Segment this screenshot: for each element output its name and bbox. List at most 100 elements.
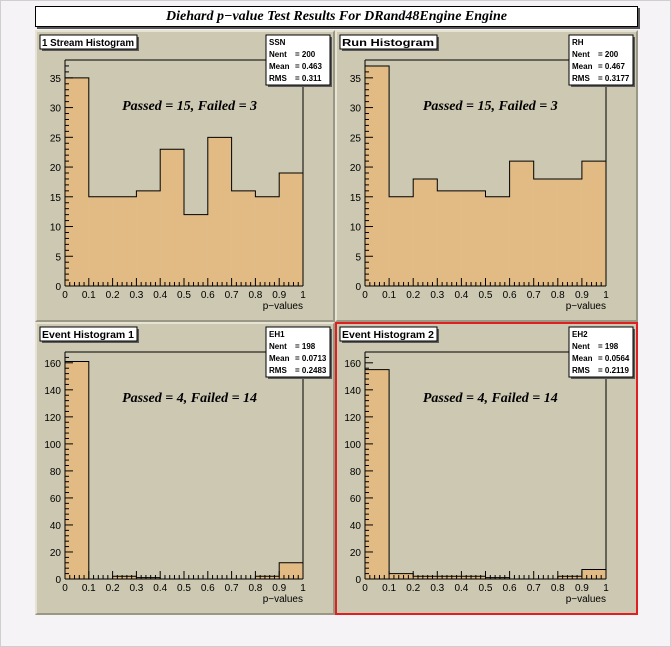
y-tick-label: 40	[350, 521, 362, 532]
x-axis-label: p−values	[263, 301, 303, 312]
stats-key: Nent	[269, 50, 287, 59]
title-box-bg	[39, 326, 138, 342]
y-ticks: 0 20 40 60 80 100 120 140 160	[344, 351, 373, 586]
x-tick-label: 0.3	[430, 583, 444, 594]
x-tick-label: 1	[603, 583, 609, 594]
histogram-bar	[389, 573, 414, 579]
x-tick-label: 0	[362, 290, 368, 301]
y-tick-label: 140	[344, 386, 361, 397]
stats-value: = 198	[295, 342, 316, 351]
x-tick-label: 0.1	[382, 290, 396, 301]
histogram-title-box: Run Histogram	[339, 34, 439, 51]
x-tick-label: 0.9	[272, 290, 286, 301]
x-tick-label: 0.2	[406, 583, 420, 594]
x-tick-label: 0.5	[479, 290, 493, 301]
y-tick-label: 15	[50, 193, 62, 204]
y-tick-label: 10	[50, 223, 62, 234]
x-ticks: 0 0.1 0.2 0.3 0.4 0.5 0.6 0.7 0.8 0.9 1	[362, 278, 609, 301]
y-ticks: 0 5 10 15 20 25 30 35	[350, 59, 373, 293]
stats-value: = 200	[295, 50, 316, 59]
y-tick-label: 30	[350, 104, 362, 115]
pad-stream-histogram[interactable]: 0 5 10 15 20 25 30 35 0 0.1 0.2 0.3 0.4 0.5 0.6 0.7 0.8 0…	[35, 30, 335, 322]
x-tick-label: 0.2	[106, 583, 120, 594]
histogram-outline	[64, 77, 304, 286]
x-tick-label: 0	[362, 583, 368, 594]
histogram-bar	[365, 65, 390, 286]
title-box-bg	[339, 34, 438, 50]
title-box-bg	[339, 326, 438, 342]
x-tick-label: 0.4	[454, 290, 468, 301]
y-tick-label: 40	[50, 521, 62, 532]
x-tick-label: 1	[300, 583, 306, 594]
histogram-bar	[557, 178, 582, 286]
y-tick-label: 60	[350, 494, 362, 505]
chart-event-histogram-1[interactable]: 0 20 40 60 80 100 120 140 160 0 0.1 0.2 0.3 0.4 0.5 0.6…	[37, 324, 333, 613]
y-tick-label: 140	[44, 386, 61, 397]
x-tick-label: 0.7	[527, 290, 541, 301]
y-tick-label: 120	[44, 413, 61, 424]
stats-value: = 0.3177	[598, 74, 630, 83]
pad-event-histogram-1[interactable]: 0 20 40 60 80 100 120 140 160 0 0.1 0.2 0.3 0.4 0.5 0.6…	[35, 322, 335, 615]
histogram-bar	[389, 196, 414, 286]
pad-event-histogram-2[interactable]: 0 20 40 60 80 100 120 140 160 0 0.1 0.2 0.3 0.4 0.5 0.6…	[335, 322, 638, 615]
stats-value: = 0.0713	[295, 354, 327, 363]
stats-value: = 0.0564	[598, 354, 630, 363]
y-tick-label: 60	[50, 494, 62, 505]
x-tick-label: 0.2	[406, 290, 420, 301]
histogram-title: Run Histogram	[342, 38, 434, 49]
histogram-bar	[231, 190, 256, 286]
stats-box-bg	[265, 34, 331, 86]
x-tick-label: 0.8	[551, 583, 565, 594]
histogram-bar	[581, 569, 606, 579]
stats-box: RH Nent = 200 Mean = 0.467 RMS = 0.3177	[568, 34, 635, 87]
histogram-bar	[136, 577, 161, 579]
stats-key: Mean	[572, 62, 593, 71]
y-tick-label: 25	[350, 133, 362, 144]
pass-fail-annotation: Passed = 4, Failed = 14	[423, 391, 558, 406]
bars-group	[364, 65, 607, 286]
histogram-bar	[533, 178, 558, 286]
y-tick-label: 5	[55, 252, 61, 263]
x-tick-label: 0.5	[177, 583, 191, 594]
x-tick-label: 0	[62, 290, 68, 301]
x-tick-label: 0.9	[272, 583, 286, 594]
stats-key: RMS	[269, 366, 287, 375]
chart-event-histogram-2[interactable]: 0 20 40 60 80 100 120 140 160 0 0.1 0.2 0.3 0.4 0.5 0.6…	[337, 324, 636, 613]
histogram-title-box: Event Histogram 2	[339, 326, 439, 343]
stats-key: Mean	[572, 354, 593, 363]
stats-key: Nent	[572, 50, 590, 59]
pass-fail-annotation: Passed = 4, Failed = 14	[122, 391, 257, 406]
histogram-bar	[255, 196, 280, 286]
x-tick-label: 0.1	[82, 583, 96, 594]
y-tick-label: 35	[50, 74, 62, 85]
stats-box-bg	[265, 326, 331, 378]
y-tick-label: 0	[55, 282, 61, 293]
histogram-bar	[581, 161, 606, 286]
stats-box: EH2 Nent = 198 Mean = 0.0564 RMS = 0.2119	[568, 326, 635, 379]
x-tick-label: 0.3	[430, 290, 444, 301]
y-tick-label: 100	[44, 440, 61, 451]
x-tick-label: 1	[300, 290, 306, 301]
stats-name: SSN	[269, 38, 286, 47]
x-tick-label: 0.7	[225, 583, 239, 594]
histogram-bar	[413, 178, 438, 286]
x-tick-label: 0.6	[503, 290, 517, 301]
x-tick-label: 0.6	[201, 290, 215, 301]
histogram-bar	[207, 137, 232, 286]
stats-box-bg	[568, 34, 634, 86]
y-tick-label: 20	[50, 548, 62, 559]
histogram-bar	[485, 577, 510, 579]
pad-run-histogram[interactable]: 0 5 10 15 20 25 30 35 0 0.1 0.2 0.3 0.4 0.5 0.6 0.7 0.8 0…	[335, 30, 638, 322]
stats-key: RMS	[572, 74, 590, 83]
x-axis-label: p−values	[566, 301, 606, 312]
y-tick-label: 5	[355, 252, 361, 263]
stats-name: RH	[572, 38, 584, 47]
histogram-outline	[364, 65, 607, 286]
x-tick-label: 0.3	[129, 290, 143, 301]
y-tick-label: 0	[355, 575, 361, 586]
x-tick-label: 0.8	[248, 583, 262, 594]
stats-key: Mean	[269, 62, 290, 71]
stats-key: RMS	[572, 366, 590, 375]
